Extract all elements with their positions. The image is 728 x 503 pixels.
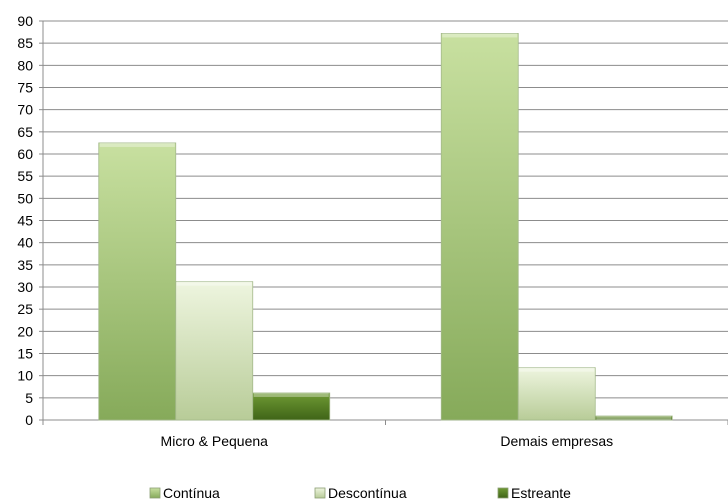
bar-descont-nua-0 — [175, 281, 254, 421]
bar-highlight — [176, 281, 252, 286]
legend-label: Estreante — [511, 485, 571, 501]
y-axis-tick-labels: 0 5 10 15 20 25 30 35 40 45 50 55 60 65 70 75 80 85 90 — [17, 13, 33, 428]
y-tick-label: 55 — [17, 168, 33, 184]
y-tick-label: 65 — [17, 124, 33, 140]
bar-highlight — [519, 367, 595, 372]
y-tick-label: 45 — [17, 213, 33, 229]
y-tick-label: 40 — [17, 235, 33, 251]
bar-highlight — [596, 416, 672, 421]
y-tick-label: 75 — [17, 80, 33, 96]
y-tick-label: 85 — [17, 35, 33, 51]
legend-swatch — [149, 487, 161, 499]
y-tick-label: 35 — [17, 257, 33, 273]
y-tick-label: 0 — [25, 412, 33, 428]
legend-label: Contínua — [163, 485, 220, 501]
y-tick-label: 70 — [17, 102, 33, 118]
bar-highlight — [442, 33, 518, 38]
bar-highlight — [253, 392, 329, 397]
legend-swatch — [314, 487, 326, 499]
bar-descont-nua-1 — [517, 367, 596, 421]
bar-estreante-0 — [252, 392, 331, 421]
y-tick-label: 50 — [17, 190, 33, 206]
y-tick-label: 25 — [17, 301, 33, 317]
y-tick-label: 20 — [17, 323, 33, 339]
y-tick-label: 60 — [17, 146, 33, 162]
y-tick-label: 80 — [17, 57, 33, 73]
bar-cont-nua-0 — [98, 142, 177, 421]
category-label: Demais empresas — [500, 433, 613, 449]
y-tick-label: 5 — [25, 390, 33, 406]
bar-cont-nua-1 — [440, 33, 519, 421]
legend-swatch — [497, 487, 509, 499]
y-tick-label: 90 — [17, 13, 33, 29]
legend-label: Descontínua — [328, 485, 407, 501]
category-labels: Micro & Pequena Demais empresas — [161, 433, 614, 449]
bars — [98, 33, 673, 421]
legend: Contínua Descontínua Estreante — [149, 485, 571, 501]
y-tick-label: 10 — [17, 368, 33, 384]
y-tick-label: 30 — [17, 279, 33, 295]
category-label: Micro & Pequena — [161, 433, 269, 449]
bar-highlight — [99, 142, 175, 147]
y-tick-label: 15 — [17, 346, 33, 362]
bar-estreante-1 — [594, 415, 673, 421]
